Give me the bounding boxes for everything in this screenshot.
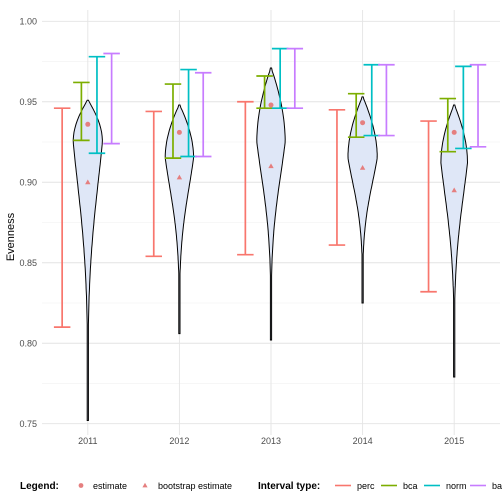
interval-perc-2011: [53, 107, 71, 328]
legend-basic-label: ba: [492, 481, 502, 491]
interval-perc-2013: [237, 100, 254, 256]
legend-title: Legend:: [20, 481, 59, 492]
estimate-point-2012: [176, 129, 182, 135]
interval-perc-2012: [145, 110, 162, 258]
interval-norm-2014: [363, 63, 381, 137]
interval-bars: [53, 47, 487, 328]
violins: [72, 67, 469, 421]
y-tick-label: 0.85: [19, 258, 37, 268]
violin-2012: [164, 104, 195, 335]
interval-basic-2014: [378, 63, 395, 137]
interval-norm-2012: [180, 68, 197, 158]
interval-norm-2015: [455, 65, 472, 150]
y-tick-label: 0.75: [19, 419, 37, 429]
interval-bca-2014: [347, 92, 365, 139]
violin-2015: [440, 104, 469, 378]
estimate-point-2015: [451, 129, 457, 135]
violin-2011: [72, 99, 103, 421]
interval-bca-2011: [73, 81, 90, 142]
estimate-point-2014: [360, 120, 366, 126]
y-tick-label: 0.80: [19, 338, 37, 348]
interval-basic-2015: [469, 63, 487, 148]
y-axis-title: Evenness: [5, 212, 17, 261]
interval-perc-2015: [420, 120, 437, 293]
interval-bca-2012: [164, 83, 182, 159]
x-tick-label: 2013: [261, 436, 281, 446]
legend-bootstrap-label: bootstrap estimate: [158, 481, 232, 491]
interval-norm-2011: [88, 55, 106, 155]
interval-basic-2011: [103, 52, 120, 145]
legend-bca-label: bca: [403, 481, 418, 491]
bootstrap-point-2013: [268, 163, 274, 169]
estimate-point-2011: [85, 121, 91, 127]
estimate-points: [85, 102, 457, 193]
legend: Legend: estimate bootstrap estimate Inte…: [20, 481, 502, 492]
violin-2014: [347, 96, 378, 304]
x-tick-label: 2012: [169, 436, 189, 446]
legend-norm-label: norm: [446, 481, 467, 491]
bootstrap-point-2014: [359, 164, 366, 170]
axes: 0.75 0.80 0.85 0.90 0.95 1.00 2011 2012 2013 2014…: [19, 16, 464, 446]
bootstrap-point-2012: [176, 174, 183, 180]
interval-bca-2015: [439, 97, 457, 153]
bootstrap-point-2011: [85, 179, 91, 185]
interval-basic-2013: [286, 47, 304, 110]
y-tick-label: 0.90: [19, 177, 37, 187]
interval-norm-2013: [271, 47, 289, 110]
interval-bca-2013: [256, 75, 273, 110]
bootstrap-point-2015: [451, 187, 457, 193]
estimate-point-2013: [268, 102, 274, 108]
legend-estimate-marker: [78, 483, 84, 488]
x-tick-label: 2015: [444, 436, 464, 446]
legend-perc-label: perc: [357, 481, 375, 491]
interval-perc-2014: [328, 108, 346, 246]
violin-2013: [256, 67, 286, 341]
legend-bootstrap-marker: [142, 482, 148, 488]
legend-estimate-label: estimate: [93, 481, 127, 491]
x-tick-label: 2014: [353, 436, 373, 446]
x-tick-label: 2011: [78, 436, 97, 446]
legend-interval-title: Interval type:: [258, 481, 320, 492]
y-tick-label: 1.00: [19, 16, 37, 26]
interval-basic-2012: [194, 71, 212, 158]
y-tick-label: 0.95: [19, 97, 37, 107]
